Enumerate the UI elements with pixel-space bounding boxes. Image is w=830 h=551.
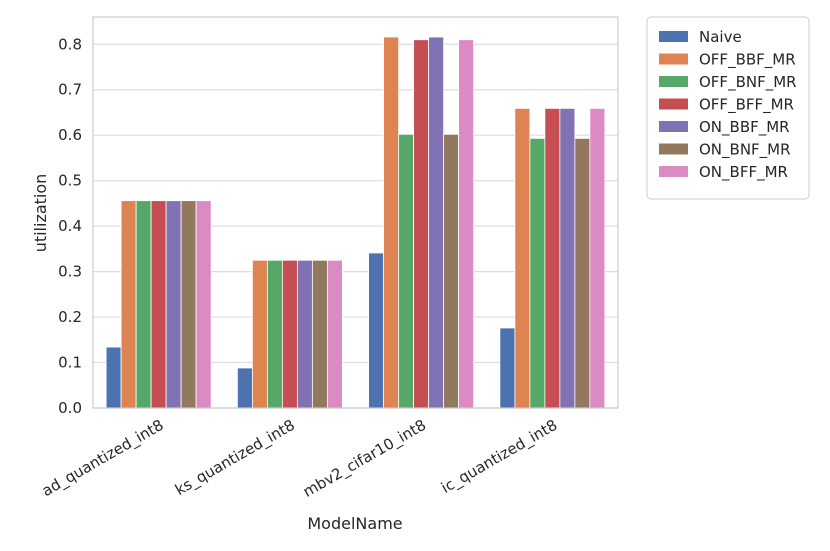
y-tick-label: 0.1 bbox=[58, 354, 82, 372]
bar-off-bbf-mr-ad-quantized-int8 bbox=[120, 200, 137, 409]
y-tick-label: 0.3 bbox=[58, 263, 82, 281]
bar-naive-ad-quantized-int8 bbox=[105, 346, 122, 409]
legend-swatch bbox=[659, 76, 688, 87]
bar-on-bff-mr-ic-quantized-int8 bbox=[589, 107, 606, 409]
bar-on-bff-mr-ad-quantized-int8 bbox=[195, 200, 212, 409]
bar-off-bnf-mr-mbv2-cifar10-int8 bbox=[398, 133, 415, 409]
legend-swatch bbox=[659, 166, 688, 177]
legend-label: OFF_BBF_MR bbox=[699, 51, 796, 70]
y-tick-labels: 0.0 0.1 0.2 0.3 0.4 0.5 0.6 0.7 0.8 bbox=[58, 35, 82, 417]
bar-naive-ks-quantized-int8 bbox=[236, 367, 253, 409]
bar-naive-mbv2-cifar10-int8 bbox=[368, 252, 385, 409]
bar-off-bnf-mr-ks-quantized-int8 bbox=[266, 259, 283, 409]
bar-on-bbf-mr-ad-quantized-int8 bbox=[165, 200, 182, 409]
bars bbox=[105, 36, 606, 409]
plot-frame bbox=[92, 16, 619, 409]
bar-naive-ic-quantized-int8 bbox=[499, 327, 516, 409]
legend-label: ON_BFF_MR bbox=[699, 163, 788, 182]
y-tick-label: 0.2 bbox=[58, 308, 82, 326]
legend-label: OFF_BFF_MR bbox=[699, 96, 794, 115]
bar-on-bnf-mr-ad-quantized-int8 bbox=[180, 200, 197, 409]
y-axis-label: utilization bbox=[31, 174, 50, 253]
y-tick-label: 0.6 bbox=[58, 126, 82, 144]
x-axis-label: ModelName bbox=[307, 514, 402, 533]
bar-off-bbf-mr-ks-quantized-int8 bbox=[251, 259, 268, 409]
legend-label: OFF_BNF_MR bbox=[699, 73, 797, 92]
bar-off-bff-mr-ks-quantized-int8 bbox=[281, 259, 298, 409]
legend-swatch bbox=[659, 53, 688, 65]
x-tick-label: ks_quantized_int8 bbox=[172, 416, 298, 500]
legend: Naive OFF_BBF_MR OFF_BNF_MR OFF_BFF_MR ON_BB… bbox=[646, 16, 810, 200]
bar-off-bbf-mr-ic-quantized-int8 bbox=[514, 107, 531, 409]
legend-label: ON_BBF_MR bbox=[699, 118, 790, 137]
bar-on-bbf-mr-mbv2-cifar10-int8 bbox=[428, 36, 445, 409]
bar-off-bnf-mr-ad-quantized-int8 bbox=[135, 200, 152, 409]
bar-off-bnf-mr-ic-quantized-int8 bbox=[529, 137, 546, 409]
y-tick-label: 0.5 bbox=[58, 172, 82, 190]
bar-on-bff-mr-ks-quantized-int8 bbox=[326, 259, 343, 409]
bar-off-bbf-mr-mbv2-cifar10-int8 bbox=[383, 36, 400, 409]
legend-swatch bbox=[659, 98, 688, 110]
bar-on-bff-mr-mbv2-cifar10-int8 bbox=[458, 39, 475, 409]
bar-on-bnf-mr-mbv2-cifar10-int8 bbox=[443, 133, 460, 409]
legend-swatch bbox=[659, 121, 688, 132]
x-tick-label: ic_quantized_int8 bbox=[438, 416, 561, 498]
legend-label: Naive bbox=[699, 28, 742, 46]
legend-swatch bbox=[659, 143, 688, 155]
bar-on-bnf-mr-ks-quantized-int8 bbox=[311, 259, 328, 409]
y-tick-label: 0.8 bbox=[58, 35, 82, 53]
legend-swatch bbox=[659, 31, 688, 42]
legend-label: ON_BNF_MR bbox=[699, 141, 791, 160]
x-tick-label: mbv2_cifar10_int8 bbox=[300, 416, 430, 502]
bar-on-bbf-mr-ks-quantized-int8 bbox=[296, 259, 313, 409]
bar-on-bbf-mr-ic-quantized-int8 bbox=[559, 107, 576, 409]
y-tick-label: 0.0 bbox=[58, 399, 82, 417]
bar-off-bff-mr-ic-quantized-int8 bbox=[544, 107, 561, 409]
y-tick-label: 0.7 bbox=[58, 81, 82, 99]
y-tick-label: 0.4 bbox=[58, 217, 82, 235]
x-tick-labels: ad_quantized_int8 ks_quantized_int8 mbv2_c… bbox=[39, 416, 561, 502]
bar-off-bff-mr-ad-quantized-int8 bbox=[150, 200, 167, 409]
bar-off-bff-mr-mbv2-cifar10-int8 bbox=[413, 39, 430, 409]
x-tick-label: ad_quantized_int8 bbox=[39, 416, 167, 501]
bar-on-bnf-mr-ic-quantized-int8 bbox=[574, 137, 591, 409]
